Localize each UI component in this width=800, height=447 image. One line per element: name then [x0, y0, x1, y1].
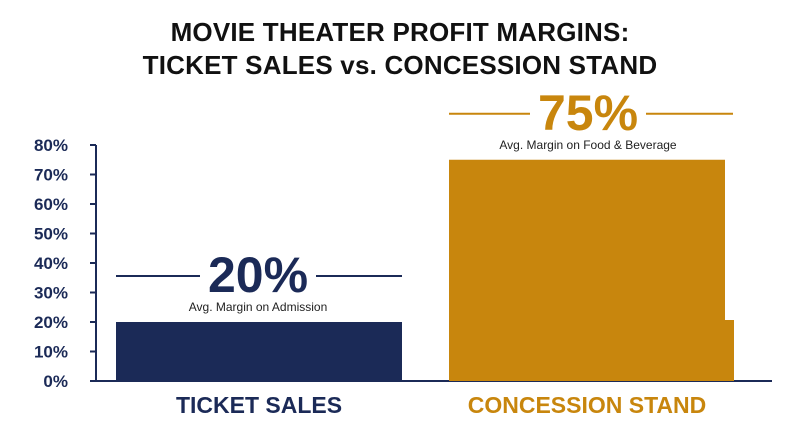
bar-caption-1: Avg. Margin on Food & Beverage [499, 138, 677, 152]
data-label-0: 20% [208, 247, 308, 303]
chart-title-line-1: MOVIE THEATER PROFIT MARGINS: [170, 17, 630, 47]
y-tick-label-10: 10% [34, 343, 68, 362]
bar-caption-0: Avg. Margin on Admission [189, 300, 328, 314]
category-label-1: CONCESSION STAND [468, 392, 707, 418]
y-tick-label-50: 50% [34, 225, 68, 244]
y-tick-label-0: 0% [43, 372, 68, 391]
category-label-0: TICKET SALES [176, 392, 342, 418]
y-tick-label-20: 20% [34, 313, 68, 332]
y-tick-label-70: 70% [34, 166, 68, 185]
bar-concession-stand [449, 159, 725, 381]
y-tick-label-40: 40% [34, 254, 68, 273]
bar-notch [725, 320, 734, 381]
y-tick-label-30: 30% [34, 284, 68, 303]
chart-title-line-2: TICKET SALES vs. CONCESSION STAND [142, 50, 658, 80]
data-label-1: 75% [538, 85, 638, 141]
bar-ticket-sales [116, 322, 402, 381]
y-tick-label-60: 60% [34, 195, 68, 214]
y-tick-label-80: 80% [34, 136, 68, 155]
chart-title: MOVIE THEATER PROFIT MARGINS: TICKET SAL… [0, 16, 800, 82]
